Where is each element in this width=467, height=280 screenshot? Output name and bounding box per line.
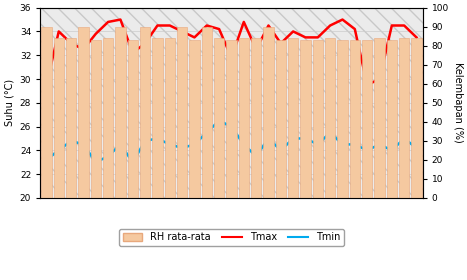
Bar bbox=[399, 38, 410, 198]
Bar bbox=[226, 40, 237, 198]
Bar bbox=[411, 38, 422, 198]
Bar bbox=[325, 38, 335, 198]
Bar bbox=[214, 38, 224, 198]
Bar bbox=[300, 40, 311, 198]
Bar bbox=[66, 38, 76, 198]
Bar bbox=[189, 40, 200, 198]
Bar bbox=[140, 27, 150, 198]
Legend: RH rata-rata, Tmax, Tmin: RH rata-rata, Tmax, Tmin bbox=[119, 228, 344, 246]
Bar bbox=[40, 8, 423, 198]
Y-axis label: Suhu (°C): Suhu (°C) bbox=[4, 79, 14, 126]
Bar bbox=[251, 38, 262, 198]
Y-axis label: Kelembapan (%): Kelembapan (%) bbox=[453, 62, 463, 143]
Bar bbox=[41, 27, 52, 198]
Bar bbox=[127, 40, 138, 198]
Bar bbox=[152, 38, 163, 198]
Bar bbox=[202, 27, 212, 198]
Bar bbox=[164, 38, 175, 198]
Bar bbox=[288, 38, 298, 198]
Bar bbox=[374, 38, 385, 198]
Bar bbox=[177, 27, 187, 198]
Bar bbox=[78, 27, 89, 198]
Bar bbox=[312, 40, 323, 198]
Bar bbox=[362, 40, 372, 198]
Bar bbox=[337, 40, 348, 198]
Bar bbox=[276, 40, 286, 198]
Bar bbox=[91, 40, 101, 198]
Bar bbox=[115, 27, 126, 198]
Bar bbox=[263, 27, 274, 198]
Bar bbox=[239, 38, 249, 198]
Bar bbox=[350, 40, 360, 198]
Bar bbox=[387, 40, 397, 198]
Bar bbox=[103, 38, 113, 198]
Bar bbox=[54, 38, 64, 198]
